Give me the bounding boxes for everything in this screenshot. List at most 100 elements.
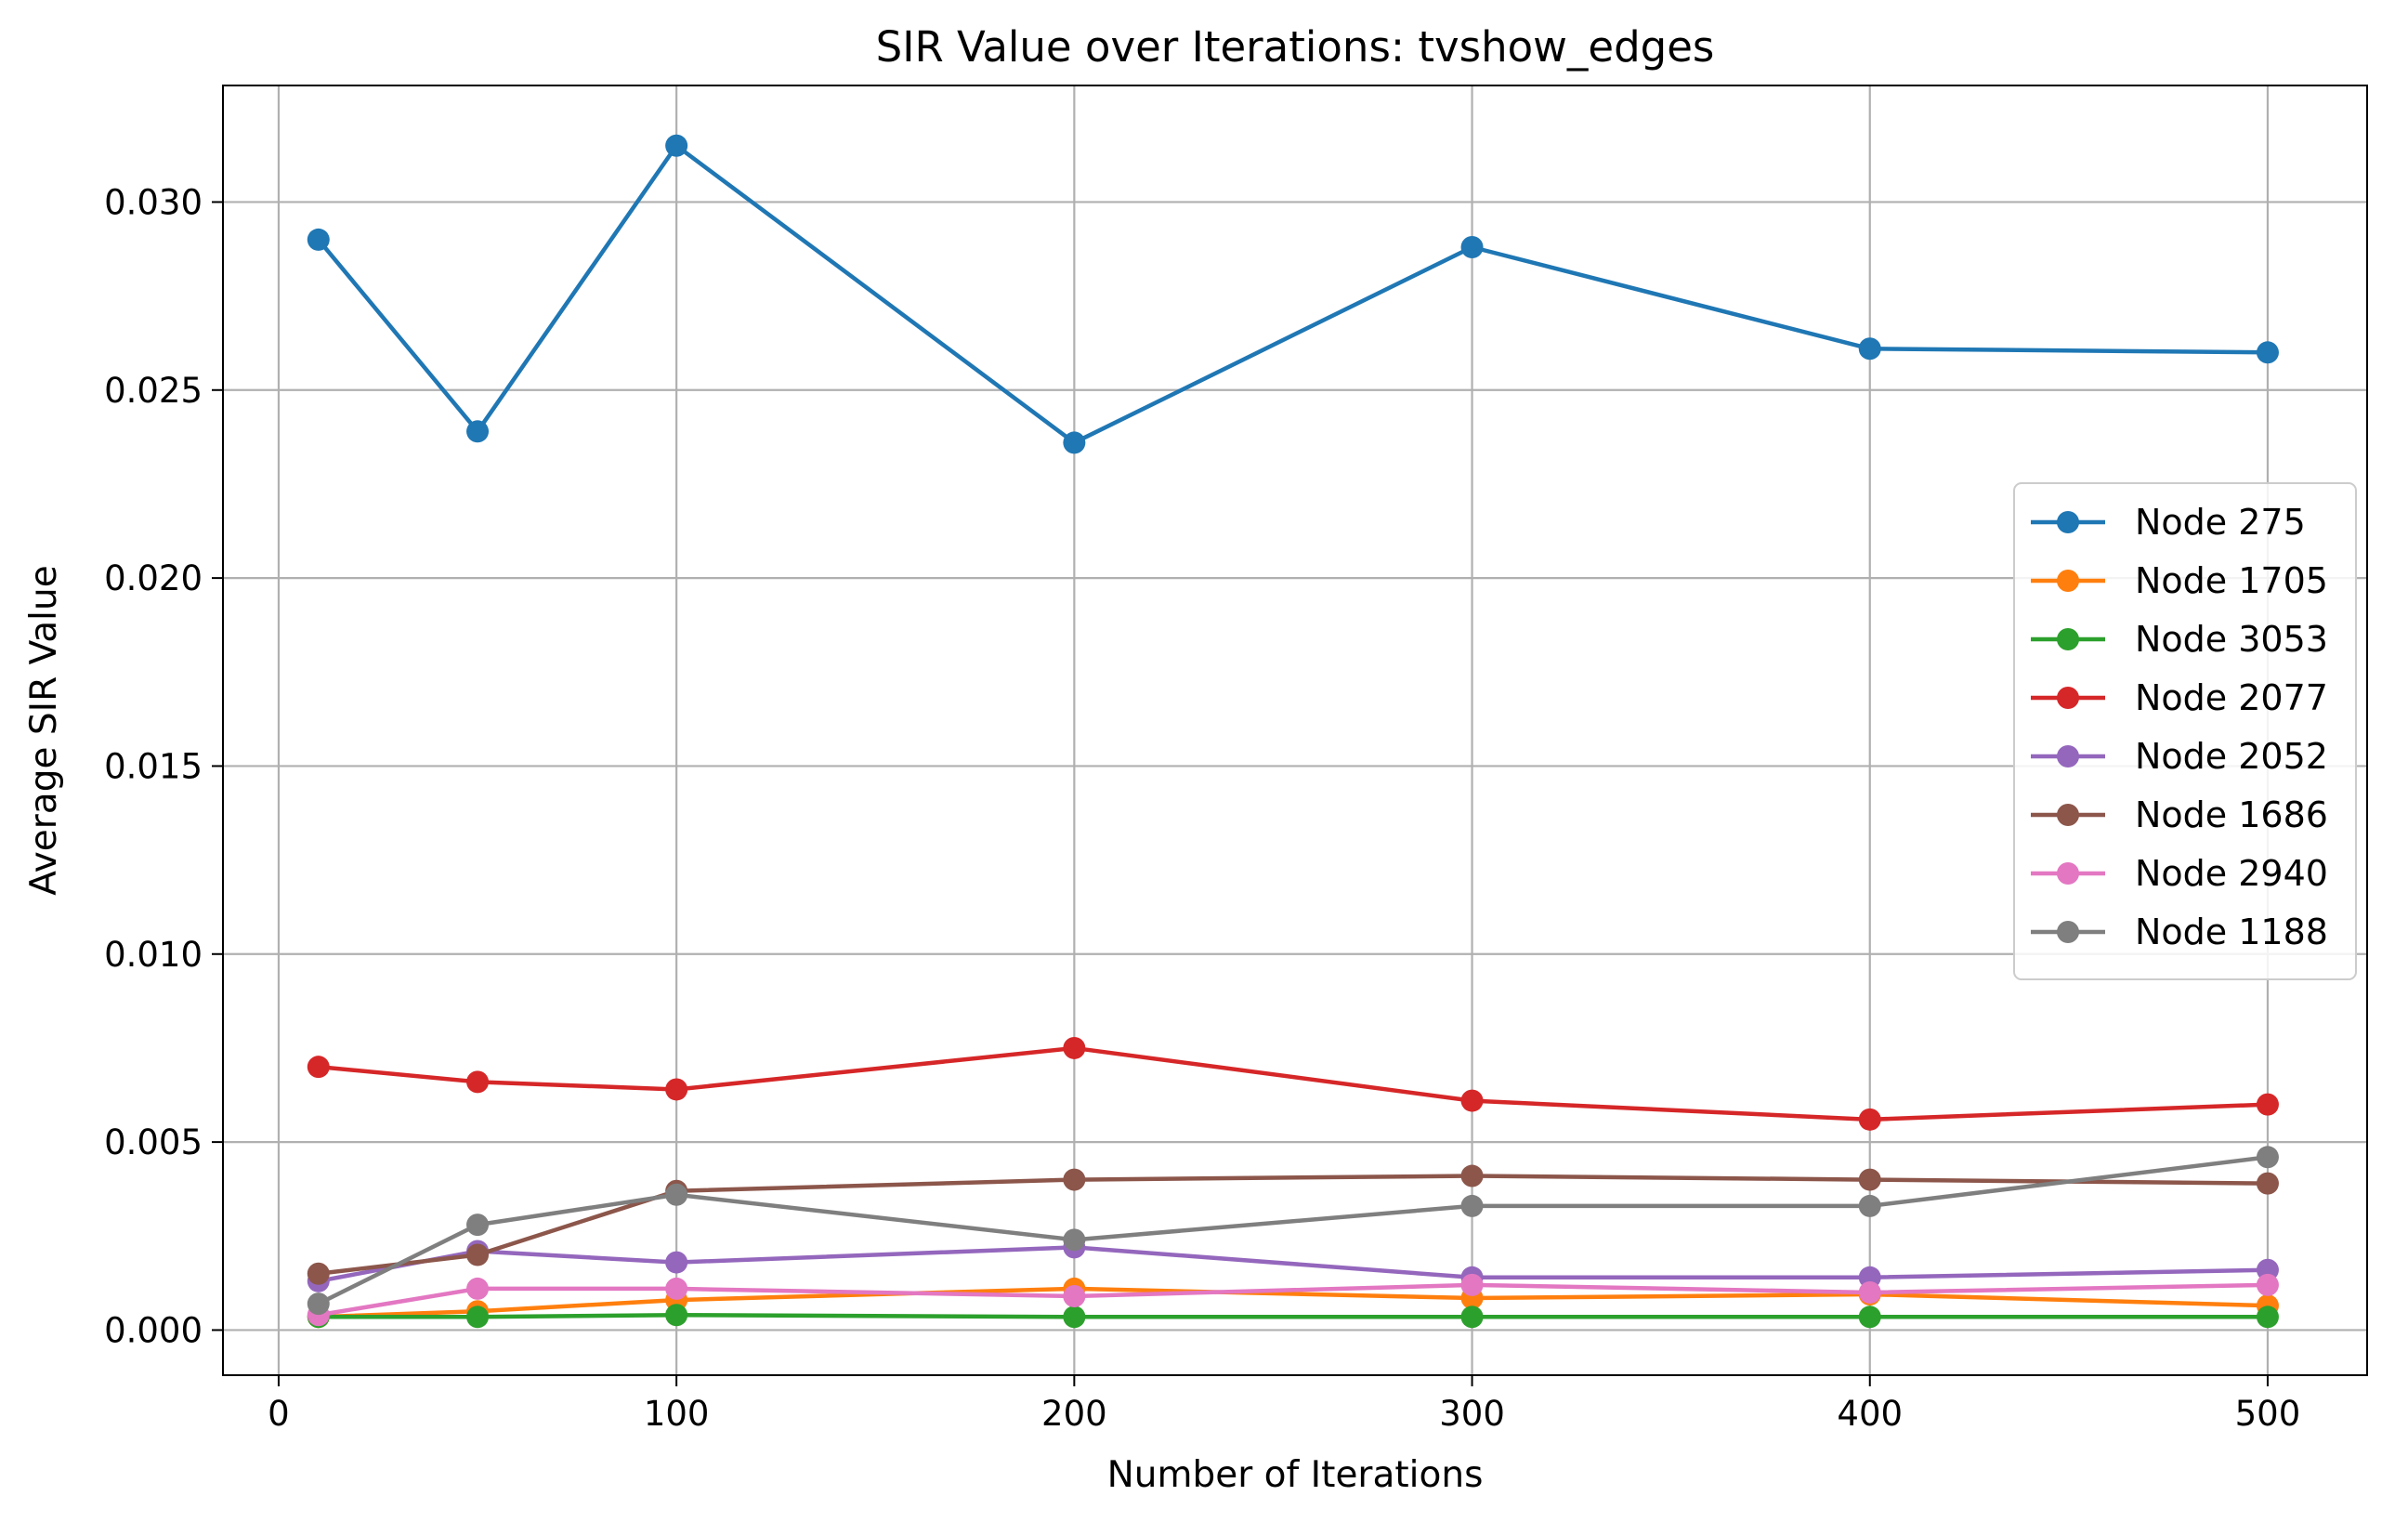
data-point xyxy=(1858,1108,1881,1131)
legend-entry: Node 1686 xyxy=(2031,794,2328,835)
data-point xyxy=(1063,1306,1086,1329)
data-point xyxy=(307,1262,330,1285)
data-point xyxy=(1063,1228,1086,1252)
data-point xyxy=(2256,1093,2279,1116)
data-point xyxy=(1063,431,1086,454)
data-point xyxy=(466,1277,490,1300)
series-line xyxy=(318,1045,2269,1122)
legend-marker xyxy=(2057,570,2079,592)
data-point xyxy=(1460,1273,1484,1296)
x-tick-label: 300 xyxy=(1439,1394,1505,1434)
data-point xyxy=(1858,1168,1881,1191)
chart-title: SIR Value over Iterations: tvshow_edges xyxy=(876,22,1715,72)
legend-marker xyxy=(2057,862,2079,885)
data-point xyxy=(1460,1164,1484,1187)
data-point xyxy=(1460,1089,1484,1112)
x-tick-label: 100 xyxy=(644,1394,710,1434)
legend-label: Node 1686 xyxy=(2135,794,2328,835)
series-node-3053 xyxy=(307,1304,2279,1329)
series-node-1705 xyxy=(307,1277,2279,1329)
legend-label: Node 1188 xyxy=(2135,912,2328,952)
legend-marker xyxy=(2057,511,2079,533)
legend-entry: Node 2052 xyxy=(2031,736,2328,777)
legend-label: Node 2077 xyxy=(2135,677,2328,718)
data-point xyxy=(466,420,490,443)
series-node-1686 xyxy=(307,1164,2279,1285)
legend-marker xyxy=(2057,804,2079,826)
y-tick-label: 0.005 xyxy=(104,1122,203,1162)
data-point xyxy=(307,1056,330,1079)
data-point xyxy=(665,1078,688,1101)
series-node-2077 xyxy=(307,1036,2279,1131)
series-line xyxy=(318,1313,2268,1319)
legend-box xyxy=(2013,482,2357,980)
data-point xyxy=(1460,1306,1484,1329)
series-line xyxy=(317,143,2268,445)
data-point xyxy=(466,1243,490,1266)
legend-label: Node 1705 xyxy=(2135,560,2328,601)
data-point xyxy=(2256,1306,2279,1329)
series-line xyxy=(318,1245,2268,1284)
data-point xyxy=(665,134,688,157)
legend-marker xyxy=(2057,921,2079,943)
legend-marker xyxy=(2057,628,2079,650)
legend-entry: Node 2077 xyxy=(2031,677,2328,718)
legend-marker xyxy=(2057,687,2079,709)
legend-marker xyxy=(2057,745,2079,768)
x-tick-label: 400 xyxy=(1837,1394,1903,1434)
data-point xyxy=(2256,1273,2279,1296)
legend-entry: Node 3053 xyxy=(2031,619,2328,660)
y-axis-ticks: 0.000 0.005 0.010 0.015 0.020 0.025 0.030 xyxy=(104,182,223,1350)
legend-entry: Node 275 xyxy=(2031,502,2306,543)
y-tick-label: 0.030 xyxy=(104,182,203,222)
series-node-2052 xyxy=(307,1236,2279,1292)
data-point xyxy=(2256,1146,2279,1169)
data-point xyxy=(665,1251,688,1274)
data-point xyxy=(466,1306,490,1329)
data-point xyxy=(665,1277,688,1300)
data-point xyxy=(1063,1036,1086,1059)
y-tick-label: 0.020 xyxy=(104,558,203,598)
x-axis-ticks: 0 100 200 300 400 500 xyxy=(268,1375,2300,1434)
data-point xyxy=(307,1292,330,1316)
series-node-275 xyxy=(307,134,2279,454)
data-point xyxy=(1858,1280,1881,1304)
legend-entry: Node 2940 xyxy=(2031,853,2328,894)
data-point xyxy=(1460,1194,1484,1217)
data-point xyxy=(1858,1306,1881,1329)
data-point xyxy=(1858,1194,1881,1217)
data-point xyxy=(466,1070,490,1094)
data-point xyxy=(1063,1285,1086,1308)
legend-label: Node 3053 xyxy=(2135,619,2328,660)
legend-label: Node 2052 xyxy=(2135,736,2328,777)
data-point xyxy=(1460,236,1484,259)
x-tick-label: 500 xyxy=(2235,1394,2301,1434)
plot-frame xyxy=(222,85,2368,1376)
data-point xyxy=(665,1183,688,1206)
legend-entry: Node 1188 xyxy=(2031,912,2328,952)
series-node-1188 xyxy=(307,1146,2279,1316)
legend: Node 275 Node 1705 Node 3053 Node 2077 Node … xyxy=(2013,482,2357,980)
data-point xyxy=(307,228,330,251)
series-line xyxy=(318,1286,2269,1319)
series-line xyxy=(318,1282,2268,1318)
legend-entry: Node 1705 xyxy=(2031,560,2328,601)
y-tick-label: 0.025 xyxy=(104,371,203,411)
x-tick-label: 0 xyxy=(268,1394,290,1434)
data-point xyxy=(1858,337,1881,361)
y-tick-label: 0.000 xyxy=(104,1310,203,1350)
y-tick-label: 0.015 xyxy=(104,746,203,786)
data-point xyxy=(1063,1168,1086,1191)
y-axis-label: Average SIR Value xyxy=(23,565,65,895)
series-layer xyxy=(307,134,2279,1329)
data-point xyxy=(466,1214,490,1237)
data-point xyxy=(2256,341,2279,364)
x-tick-label: 200 xyxy=(1041,1394,1107,1434)
y-tick-label: 0.010 xyxy=(104,935,203,975)
legend-label: Node 275 xyxy=(2135,502,2306,543)
data-point xyxy=(665,1304,688,1327)
x-axis-label: Number of Iterations xyxy=(1107,1454,1484,1496)
legend-label: Node 2940 xyxy=(2135,853,2328,894)
data-point xyxy=(2256,1172,2279,1195)
